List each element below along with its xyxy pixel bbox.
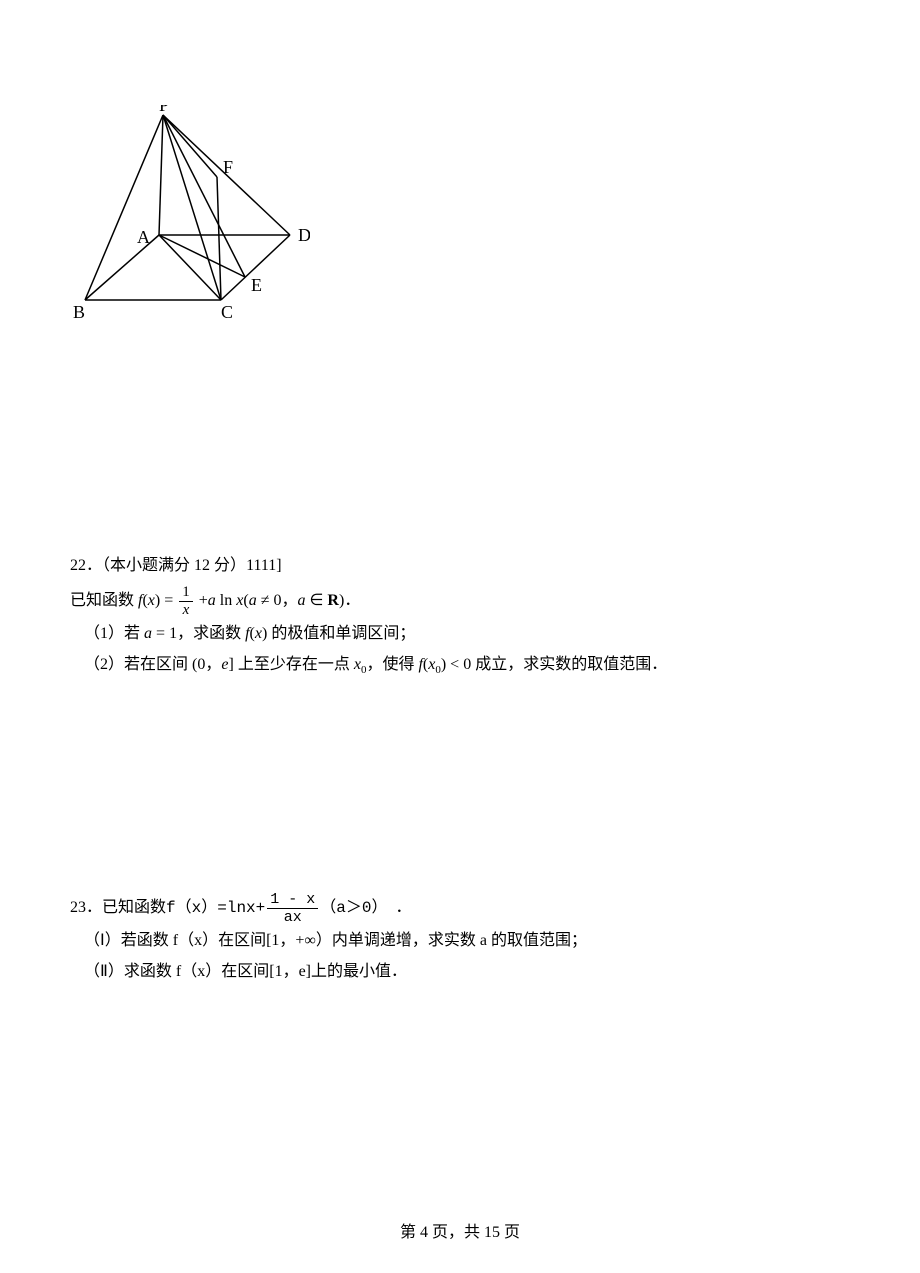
q22-p1pre: 若 xyxy=(124,625,144,642)
q23-sep: ． xyxy=(86,899,102,916)
question-23: 23．已知函数f（x）=lnx+1 - xax（a＞0） ． （Ⅰ）若函数 f（… xyxy=(70,892,850,987)
q23-frac: 1 - xax xyxy=(267,892,318,925)
svg-text:B: B xyxy=(73,302,85,320)
q22-plus: + xyxy=(199,592,208,609)
q22-p1c: ） xyxy=(108,625,124,642)
footer-total: 15 xyxy=(484,1224,500,1241)
q22-ca: a xyxy=(249,592,257,609)
q22-number: 22 xyxy=(70,557,86,574)
q23-fracden: ax xyxy=(267,909,318,925)
q23-p2r: Ⅱ xyxy=(100,963,108,980)
svg-text:E: E xyxy=(251,275,262,295)
q23-p1t: 若函数 f（x）在区间[1，+∞）内单调递增，求实数 a 的取值范围； xyxy=(121,932,587,949)
page-footer: 第 4 页，共 15 页 xyxy=(0,1218,920,1242)
q22-hopen: （ xyxy=(102,557,110,574)
q22-p1o: （ xyxy=(84,625,100,642)
q22-p2x0: x xyxy=(354,656,361,673)
geometry-diagram: P A B C D E F xyxy=(70,105,850,320)
q22-dot: ． xyxy=(344,592,360,609)
q22-hclose: ） xyxy=(230,557,246,574)
q22-p1x: x xyxy=(255,625,262,642)
q22-p1after: ，求函数 xyxy=(177,625,245,642)
question-22: 22．（本小题满分 12 分）1111] 已知函数 f(x) = 1 x +a … xyxy=(70,550,850,682)
q22-frac: 1 x xyxy=(179,585,193,618)
q22-p2after: 成立，求实数的取值范围． xyxy=(475,656,667,673)
q23-num: 23 xyxy=(70,899,86,916)
q23-fexpr: f（x）=lnx+ xyxy=(166,899,265,917)
q22-frac-den: x xyxy=(183,602,190,618)
q23-p2t: 求函数 f（x）在区间[1，e]上的最小值． xyxy=(124,963,407,980)
q22-p1lhs: a xyxy=(144,625,152,642)
q22-p1n: 1 xyxy=(100,625,108,642)
q22-p2mid1: ] 上至少存在一点 xyxy=(228,656,353,673)
q23-p1o: （ xyxy=(84,932,100,949)
q22-frac-num: 1 xyxy=(179,585,193,602)
q22-ln: ln xyxy=(216,592,236,609)
q22-htail: 1111] xyxy=(246,557,282,574)
footer-pre: 第 xyxy=(400,1224,420,1241)
footer-mid: 页，共 xyxy=(428,1224,484,1241)
diagram-svg: P A B C D E F xyxy=(70,105,310,320)
svg-text:F: F xyxy=(223,157,233,177)
q22-p1tail: 的极值和单调区间； xyxy=(267,625,415,642)
q22-p2c: ） xyxy=(108,656,124,673)
q23-p1c: ） xyxy=(105,932,121,949)
q22-p2mid2: ，使得 xyxy=(366,656,418,673)
q22-sep: ． xyxy=(86,557,102,574)
svg-text:D: D xyxy=(298,225,310,245)
q22-p1rhs: 1 xyxy=(169,625,177,642)
svg-text:A: A xyxy=(137,227,150,247)
q22-eq: = xyxy=(164,592,173,609)
q23-fracnum: 1 - x xyxy=(267,892,318,909)
q22-cneq: ≠ 0 xyxy=(257,592,282,609)
q23-cond: （a＞0） xyxy=(320,899,387,917)
q22-p1mid: = xyxy=(152,625,169,642)
q22-p2pre: 若在区间 (0， xyxy=(124,656,221,673)
q22-rp1: ) xyxy=(155,592,164,609)
q23-p2o: （ xyxy=(84,963,100,980)
q22-R: R xyxy=(327,592,339,609)
q22-arg: x xyxy=(148,592,155,609)
q23-p2c: ） xyxy=(108,963,124,980)
svg-text:C: C xyxy=(221,302,233,320)
q22-a: a xyxy=(208,592,216,609)
q22-p2o: （ xyxy=(84,656,100,673)
q22-p2lt: < 0 xyxy=(446,656,475,673)
q22-ccomma: ， xyxy=(281,592,297,609)
q22-p2n: 2 xyxy=(100,656,108,673)
footer-post: 页 xyxy=(500,1224,520,1241)
footer-cur: 4 xyxy=(420,1224,428,1241)
svg-text:P: P xyxy=(159,105,169,115)
q23-pre: 已知函数 xyxy=(102,899,166,916)
q22-cin: ∈ xyxy=(305,592,327,609)
q23-dot: ． xyxy=(395,899,411,916)
q22-pre: 已知函数 xyxy=(70,592,138,609)
q22-htext: 本小题满分 12 分 xyxy=(110,557,230,574)
